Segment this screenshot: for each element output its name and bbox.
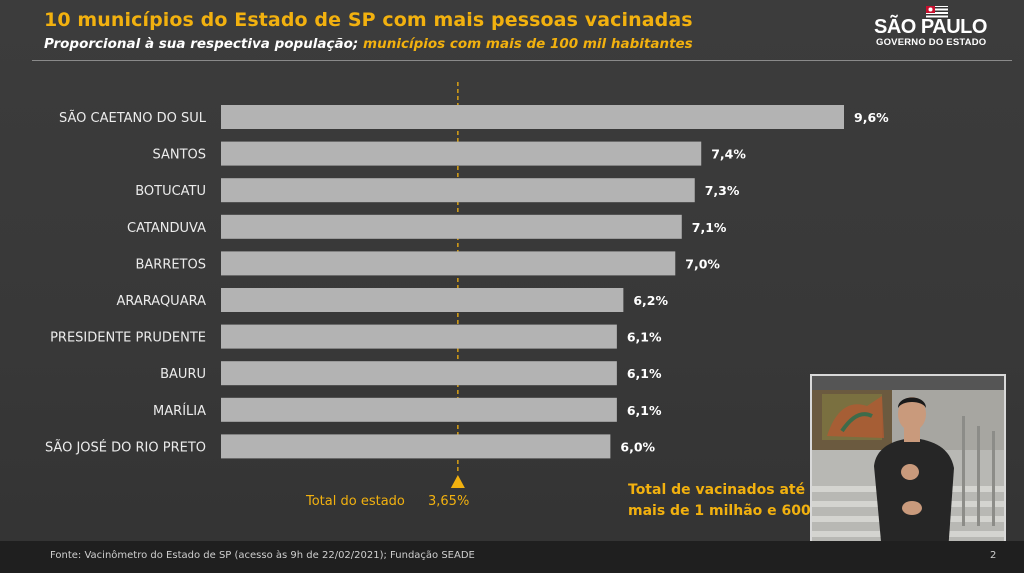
data-label: 9,6% — [854, 110, 889, 125]
bar — [221, 214, 682, 239]
interpreter-image — [812, 376, 1004, 548]
category-label: SÃO CAETANO DO SUL — [59, 110, 207, 126]
category-label: MARÍLIA — [153, 403, 206, 419]
category-label: BARRETOS — [135, 257, 206, 272]
data-label: 6,2% — [633, 293, 668, 308]
data-label: 6,0% — [620, 439, 655, 454]
category-label: SANTOS — [152, 148, 206, 163]
chart-subtitle: Proporcional à sua respectiva população;… — [44, 36, 693, 52]
logo-line1: SÃO PAULO — [874, 16, 987, 38]
data-label: 6,1% — [627, 403, 662, 418]
callout-line2: mais de 1 milhão e 600 — [628, 503, 811, 519]
reference-label: Total do estado — [306, 494, 405, 509]
category-label: CATANDUVA — [127, 221, 206, 236]
data-label: 7,1% — [692, 220, 727, 235]
sign-language-interpreter-video — [810, 374, 1006, 550]
data-label: 7,3% — [705, 183, 740, 198]
subtitle-population: Proporcional à sua respectiva população; — [44, 36, 359, 52]
reference-value: 3,65% — [428, 494, 470, 509]
bar — [221, 434, 611, 459]
header-divider — [32, 60, 1012, 61]
category-label: BOTUCATU — [135, 184, 206, 199]
bar — [221, 397, 617, 422]
footer-bar: Fonte: Vacinômetro do Estado de SP (aces… — [0, 541, 1024, 573]
category-label: ARARAQUARA — [116, 294, 206, 309]
data-label: 7,0% — [685, 256, 720, 271]
logo-line2: GOVERNO DO ESTADO — [876, 37, 987, 48]
source-note: Fonte: Vacinômetro do Estado de SP (aces… — [50, 550, 475, 561]
sao-paulo-logo: SÃO PAULO GOVERNO DO ESTADO — [872, 6, 1000, 48]
state-flag-icon — [926, 6, 948, 19]
category-label: SÃO JOSÉ DO RIO PRETO — [45, 439, 206, 455]
subtitle-filter: municípios com mais de 100 mil habitante… — [363, 36, 693, 52]
bar — [221, 288, 624, 312]
bar — [221, 361, 617, 386]
vaccinated-callout: Total de vacinados até mais de 1 milhão … — [628, 480, 811, 522]
bar — [221, 141, 702, 166]
bar — [221, 105, 844, 129]
chart-title: 10 municípios do Estado de SP com mais p… — [44, 9, 693, 31]
data-label: 6,1% — [627, 330, 662, 345]
data-label: 7,4% — [711, 147, 746, 162]
bar — [221, 324, 617, 349]
bar — [221, 178, 695, 203]
data-label: 6,1% — [627, 366, 662, 381]
category-label: PRESIDENTE PRUDENTE — [50, 331, 206, 346]
bar — [221, 251, 676, 276]
callout-line1: Total de vacinados até — [628, 482, 806, 498]
page-number: 2 — [990, 550, 997, 561]
reference-marker-icon — [450, 475, 465, 488]
category-label: BAURU — [160, 367, 206, 382]
